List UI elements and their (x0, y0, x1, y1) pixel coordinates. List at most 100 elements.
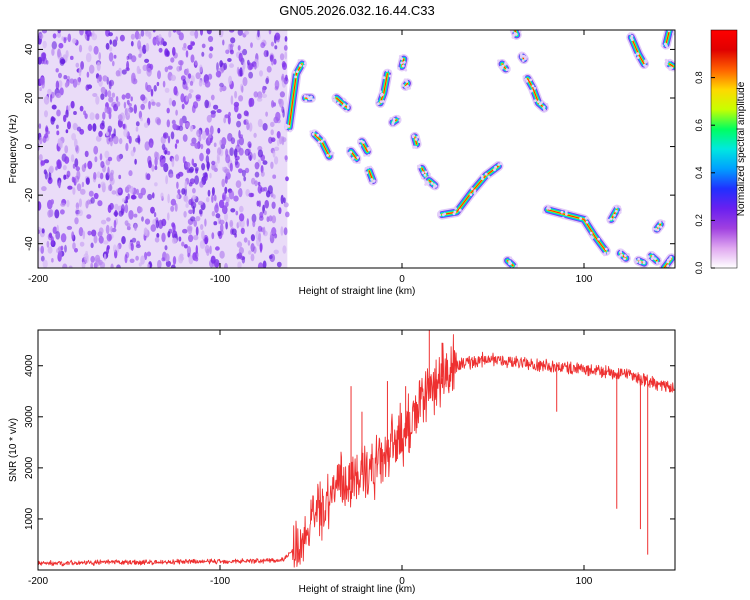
noise-blob (211, 187, 215, 196)
noise-blob (51, 104, 57, 110)
track-halo (306, 95, 309, 98)
noise-blob (116, 154, 122, 162)
noise-blob (239, 205, 244, 213)
noise-blob (273, 116, 279, 124)
track-halo (519, 53, 523, 57)
spectral-track-ac (664, 58, 675, 72)
noise-blob (283, 77, 289, 85)
track-halo (509, 262, 513, 265)
track-stroke (665, 30, 670, 46)
noise-blob (270, 137, 276, 142)
noise-blob (272, 150, 276, 158)
y-tick-label: 40 (24, 43, 35, 55)
noise-blob (251, 213, 257, 223)
noise-blob (89, 112, 95, 121)
track-halo (560, 210, 564, 214)
noise-blob (187, 93, 192, 99)
spectral-track-y (633, 255, 650, 268)
track-halo (543, 108, 546, 112)
noise-blob (263, 186, 268, 192)
noise-blob (41, 186, 47, 192)
track-halo (309, 95, 313, 99)
noise-blob (278, 98, 282, 105)
noise-blob (268, 30, 272, 35)
noise-blob (43, 159, 50, 164)
noise-blob (262, 85, 266, 94)
noise-blob (273, 249, 279, 255)
noise-blob (140, 94, 146, 101)
noise-blob (155, 152, 160, 161)
noise-blob (200, 224, 204, 230)
noise-blob (140, 30, 145, 37)
noise-blob (206, 114, 212, 123)
noise-blob (93, 45, 99, 55)
noise-blob (268, 255, 273, 259)
noise-blob (144, 58, 150, 64)
noise-blob (173, 86, 178, 96)
noise-blob (146, 263, 150, 268)
noise-blob (113, 211, 119, 216)
noise-blob (193, 235, 199, 241)
noise-blob (79, 241, 85, 247)
noise-blob (76, 126, 82, 132)
noise-blob (279, 135, 283, 145)
noise-blob (137, 40, 142, 50)
noise-blob (257, 262, 264, 268)
noise-blob (122, 123, 126, 129)
track-halo (607, 218, 611, 222)
track-halo (336, 101, 340, 105)
noise-blob (218, 199, 225, 209)
noise-blob (174, 203, 178, 212)
noise-blob (274, 32, 281, 41)
track-halo (658, 219, 662, 223)
chart-title: GN05.2026.032.16.44.C33 (279, 3, 434, 18)
colorbar-tick-label: 0.2 (694, 214, 704, 227)
noise-blob (107, 166, 110, 176)
noise-blob (215, 202, 219, 209)
track-halo (392, 119, 396, 123)
spectral-track-l (409, 131, 422, 150)
noise-blob (184, 180, 188, 190)
noise-blob (271, 100, 275, 108)
noise-blob (56, 124, 59, 129)
noise-blob (49, 93, 53, 103)
noise-blob (76, 170, 81, 180)
noise-blob (178, 236, 182, 242)
noise-blob (211, 164, 216, 171)
track-halo (665, 62, 668, 66)
noise-blob (238, 95, 244, 102)
noise-blob (99, 153, 103, 161)
noise-blob (171, 158, 175, 168)
track-halo (303, 64, 306, 68)
noise-blob (143, 227, 148, 236)
noise-blob (272, 194, 276, 199)
noise-blob (87, 160, 93, 170)
noise-blob (216, 62, 219, 72)
noise-blob (201, 163, 206, 171)
noise-blob (241, 85, 244, 93)
noise-blob (194, 175, 200, 185)
noise-blob (229, 63, 234, 68)
track-halo (438, 213, 441, 217)
noise-blob (225, 49, 230, 55)
noise-blob (182, 156, 186, 164)
noise-blob (88, 64, 95, 74)
noise-blob (76, 183, 82, 192)
noise-blob (205, 197, 210, 203)
noise-blob (216, 109, 222, 113)
noise-blob (133, 213, 138, 218)
noise-blob (155, 219, 160, 229)
track-halo (669, 255, 673, 259)
spectral-track-i (387, 114, 402, 128)
noise-blob (234, 158, 238, 166)
noise-blob (63, 75, 68, 80)
track-halo (653, 257, 657, 261)
noise-blob (261, 93, 268, 98)
noise-blob (94, 156, 98, 163)
noise-blob (199, 152, 204, 162)
noise-blob (195, 96, 201, 102)
noise-blob (42, 30, 47, 34)
spectrogram-tracks (284, 30, 675, 268)
noise-blob (190, 142, 196, 147)
